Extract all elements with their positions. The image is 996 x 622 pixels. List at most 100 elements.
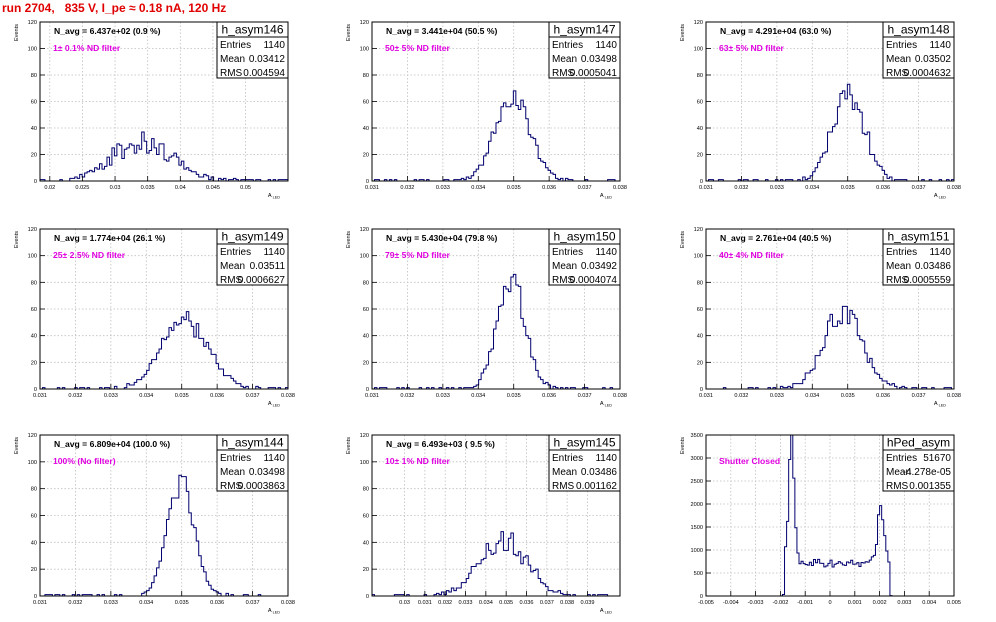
y-tick-label: 100 bbox=[694, 47, 703, 53]
y-tick-label: 40 bbox=[363, 334, 369, 340]
y-tick-label: 40 bbox=[31, 540, 37, 546]
stats-title: h_asym148 bbox=[887, 23, 949, 37]
y-tick-label: 60 bbox=[363, 100, 369, 106]
histogram-bin bbox=[476, 564, 478, 596]
x-tick-label: 0.034 bbox=[471, 393, 485, 399]
y-tick-label: 100 bbox=[360, 47, 369, 53]
histogram-bin bbox=[174, 498, 176, 596]
x-tick-label: 0.033 bbox=[770, 185, 784, 191]
histogram-bin bbox=[875, 373, 877, 389]
x-tick-label: 0.034 bbox=[479, 600, 493, 606]
histogram-bin bbox=[169, 509, 171, 596]
histogram-bin bbox=[166, 161, 168, 181]
y-tick-label: 0 bbox=[366, 387, 369, 393]
y-tick-label: 60 bbox=[363, 307, 369, 313]
histogram-bin bbox=[184, 169, 186, 181]
histogram-bin bbox=[511, 277, 513, 389]
x-tick-label: 0.037 bbox=[246, 393, 260, 399]
navg-label: N_avg = 5.430e+04 (79.8 %) bbox=[386, 233, 497, 243]
y-tick-label: 80 bbox=[31, 487, 37, 493]
histogram-bin bbox=[528, 135, 530, 181]
histogram-panel-h_asym147: 0.031 0.032 0.033 0.034 0.035 0.036 0.037 0.038… bbox=[346, 20, 627, 200]
y-axis-title: Events bbox=[14, 24, 20, 41]
y-tick-label: 100 bbox=[28, 47, 37, 53]
y-tick-label: 80 bbox=[363, 280, 369, 286]
stats-title: h_asym144 bbox=[221, 436, 283, 450]
y-tick-label: 60 bbox=[363, 514, 369, 520]
y-tick-label: 0 bbox=[700, 387, 703, 393]
y-tick-label: 20 bbox=[363, 360, 369, 366]
histogram-bin bbox=[556, 592, 558, 596]
histogram-bin bbox=[184, 477, 186, 596]
x-axis-title: A LED bbox=[934, 401, 946, 408]
x-tick-label: 0.036 bbox=[519, 600, 533, 606]
stats-value-entries: 51670 bbox=[923, 453, 951, 464]
histogram-bin bbox=[830, 132, 832, 181]
histogram-bin bbox=[191, 172, 193, 181]
histogram-panel-hPed_asym: -0.005 -0.004 -0.003 -0.002 -0.001 0 0.001 0.00… bbox=[680, 433, 961, 606]
x-tick-label: 0.038 bbox=[947, 185, 961, 191]
y-tick-label: 120 bbox=[360, 433, 369, 439]
stats-value-rms: 0.001355 bbox=[909, 481, 951, 492]
histogram-bin bbox=[154, 360, 156, 389]
histogram-bin bbox=[219, 369, 221, 389]
stats-label-mean: Mean bbox=[220, 261, 245, 272]
stats-value-mean: 0.03486 bbox=[581, 467, 618, 478]
x-axis-title: A LED bbox=[600, 193, 612, 200]
x-tick-label: 0.003 bbox=[897, 600, 911, 606]
filter-label: 100% (No filter) bbox=[53, 456, 116, 466]
histogram-bin bbox=[842, 565, 844, 596]
y-tick-label: 60 bbox=[31, 100, 37, 106]
y-tick-label: 80 bbox=[363, 73, 369, 79]
y-tick-label: 120 bbox=[28, 227, 37, 233]
navg-label: N_avg = 4.291e+04 (63.0 %) bbox=[720, 26, 831, 36]
x-tick-label: 0.031 bbox=[699, 393, 713, 399]
stats-box bbox=[882, 449, 955, 492]
stats-label-rms: RMS bbox=[886, 481, 909, 492]
histogram-panel-h_asym150: 0.031 0.032 0.033 0.034 0.035 0.036 0.037 0.038… bbox=[346, 227, 627, 408]
x-axis-title: A LED bbox=[600, 401, 612, 408]
y-axis-title: Events bbox=[346, 437, 352, 454]
y-tick-label: 0 bbox=[700, 179, 703, 185]
histogram-bin bbox=[513, 554, 515, 596]
histogram-outline bbox=[372, 273, 620, 390]
y-tick-label: 40 bbox=[363, 540, 369, 546]
histogram-bin bbox=[842, 91, 844, 181]
histogram-bin bbox=[159, 349, 161, 389]
x-tick-label: 0.035 bbox=[841, 393, 855, 399]
stats-value-entries: 1140 bbox=[263, 40, 285, 51]
x-tick-label: 0.032 bbox=[734, 393, 748, 399]
y-tick-label: 80 bbox=[697, 73, 703, 79]
x-tick-label: 0.037 bbox=[540, 600, 554, 606]
histogram-bin bbox=[139, 380, 141, 389]
histogram-outline bbox=[40, 311, 289, 390]
x-tick-label: -0.001 bbox=[797, 600, 813, 606]
histogram-bin bbox=[869, 560, 871, 596]
histogram-bin bbox=[861, 563, 863, 596]
stats-value-entries: 1140 bbox=[595, 453, 617, 464]
x-tick-label: -0.005 bbox=[698, 600, 714, 606]
histogram-bin bbox=[538, 158, 540, 181]
stats-label-entries: Entries bbox=[220, 453, 251, 464]
y-tick-label: 120 bbox=[360, 20, 369, 26]
y-tick-label: 80 bbox=[363, 487, 369, 493]
filter-label: 50± 5% ND filter bbox=[385, 43, 451, 53]
x-tick-label: 0.031 bbox=[365, 185, 379, 191]
histogram-bin bbox=[494, 133, 496, 181]
histogram-bin bbox=[481, 165, 483, 181]
stats-label-entries: Entries bbox=[220, 40, 251, 51]
stats-box bbox=[216, 243, 289, 286]
histogram-bin bbox=[840, 324, 842, 389]
histogram-bin bbox=[877, 165, 879, 181]
stats-value-entries: 1140 bbox=[595, 247, 617, 258]
histogram-bin bbox=[491, 349, 493, 389]
histogram-outline bbox=[39, 131, 289, 182]
y-tick-label: 80 bbox=[31, 73, 37, 79]
histogram-bin bbox=[506, 289, 508, 389]
histogram-bin bbox=[496, 321, 498, 389]
x-tick-label: 0.05 bbox=[240, 185, 251, 191]
histogram-bin bbox=[459, 588, 461, 596]
histogram-bin bbox=[890, 385, 892, 389]
stats-label-mean: Mean bbox=[552, 54, 577, 65]
histogram-bin bbox=[865, 135, 867, 181]
